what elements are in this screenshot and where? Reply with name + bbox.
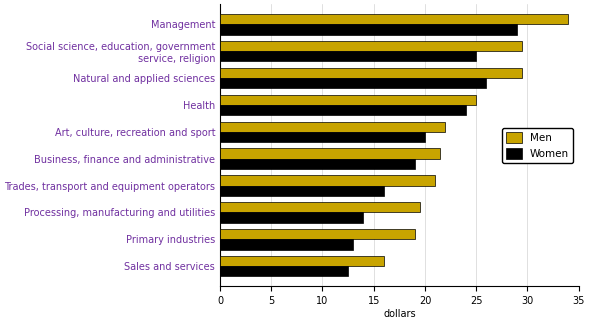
- Bar: [220, 256, 384, 266]
- Bar: [220, 68, 522, 78]
- Bar: [220, 14, 568, 24]
- Bar: [220, 95, 476, 105]
- Bar: [220, 51, 476, 61]
- Bar: [220, 78, 487, 88]
- Bar: [220, 24, 517, 35]
- X-axis label: dollars: dollars: [383, 309, 416, 319]
- Bar: [220, 266, 348, 276]
- Bar: [220, 213, 363, 223]
- Bar: [220, 202, 420, 213]
- Bar: [220, 149, 441, 159]
- Bar: [220, 121, 445, 132]
- Bar: [220, 239, 353, 249]
- Bar: [220, 105, 466, 115]
- Bar: [220, 185, 384, 196]
- Bar: [220, 159, 415, 169]
- Bar: [220, 175, 435, 185]
- Bar: [220, 132, 425, 142]
- Bar: [220, 41, 522, 51]
- Legend: Men, Women: Men, Women: [502, 128, 574, 163]
- Bar: [220, 229, 415, 239]
